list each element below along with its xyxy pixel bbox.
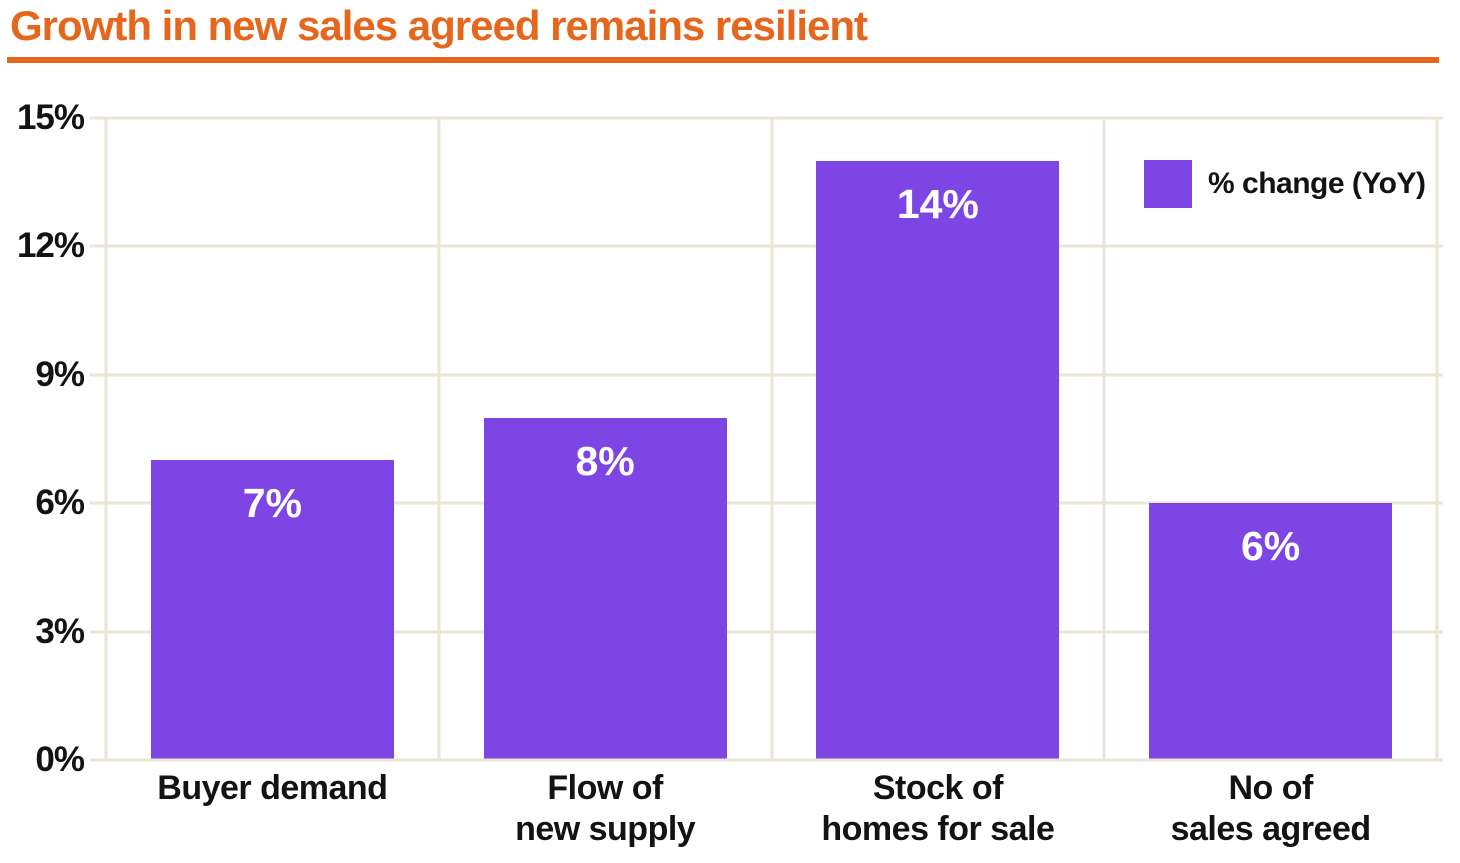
bar-group-buyer-demand: 7% Buyer demand bbox=[106, 118, 439, 807]
plot-area: 15% 12% 9% 6% 3% 0% 7% Buyer demand 8% F… bbox=[17, 98, 1443, 848]
gridline-15 bbox=[90, 116, 1443, 120]
x-axis-label-stock-of-homes-for-sale: Stock of homes for sale bbox=[821, 769, 1055, 849]
gridline-12 bbox=[90, 244, 1443, 248]
gridline-3 bbox=[90, 630, 1443, 634]
bar-group-flow-of-new-supply: 8% Flow of new supply bbox=[439, 118, 772, 848]
bar-buyer-demand: 7% bbox=[150, 460, 394, 760]
gridline-6 bbox=[90, 501, 1443, 505]
column-separator-1 bbox=[437, 118, 441, 760]
y-tick-label: 6% bbox=[35, 483, 85, 523]
bar-stock-of-homes-for-sale: 14% bbox=[816, 160, 1060, 760]
column-separator-3 bbox=[1102, 118, 1106, 760]
y-tick-label: 3% bbox=[35, 611, 85, 651]
title-underline bbox=[7, 57, 1439, 63]
legend: % change (YoY) bbox=[1144, 160, 1426, 208]
x-axis-label-buyer-demand: Buyer demand bbox=[157, 769, 388, 807]
y-tick-label: 12% bbox=[16, 226, 85, 266]
bar-value-label: 8% bbox=[575, 437, 635, 484]
bar-value-label: 7% bbox=[242, 480, 302, 527]
legend-label: % change (YoY) bbox=[1208, 167, 1426, 200]
column-separator-2 bbox=[770, 118, 773, 760]
bar-value-label: 14% bbox=[896, 180, 979, 227]
bar-value-label: 6% bbox=[1240, 523, 1301, 570]
legend-swatch-icon bbox=[1144, 160, 1192, 208]
y-tick-label: 9% bbox=[35, 354, 85, 394]
x-axis-label-no-of-sales-agreed: No of sales agreed bbox=[1170, 769, 1372, 849]
y-tick-label: 15% bbox=[16, 98, 85, 137]
y-axis-line bbox=[104, 118, 108, 760]
bar-flow-of-new-supply: 8% bbox=[483, 417, 727, 760]
y-tick-label: 0% bbox=[35, 740, 85, 779]
x-axis-line bbox=[90, 758, 1443, 762]
plot-right-border bbox=[1435, 118, 1439, 760]
chart-title: Growth in new sales agreed remains resil… bbox=[10, 2, 868, 49]
bar-no-of-sales-agreed: 6% bbox=[1149, 503, 1393, 760]
gridline-9 bbox=[90, 373, 1443, 377]
x-axis-label-flow-of-new-supply: Flow of new supply bbox=[515, 769, 696, 849]
bar-group-no-of-sales-agreed: 6% No of sales agreed bbox=[1104, 118, 1437, 848]
bar-group-stock-of-homes-for-sale: 14% Stock of homes for sale bbox=[772, 118, 1105, 848]
